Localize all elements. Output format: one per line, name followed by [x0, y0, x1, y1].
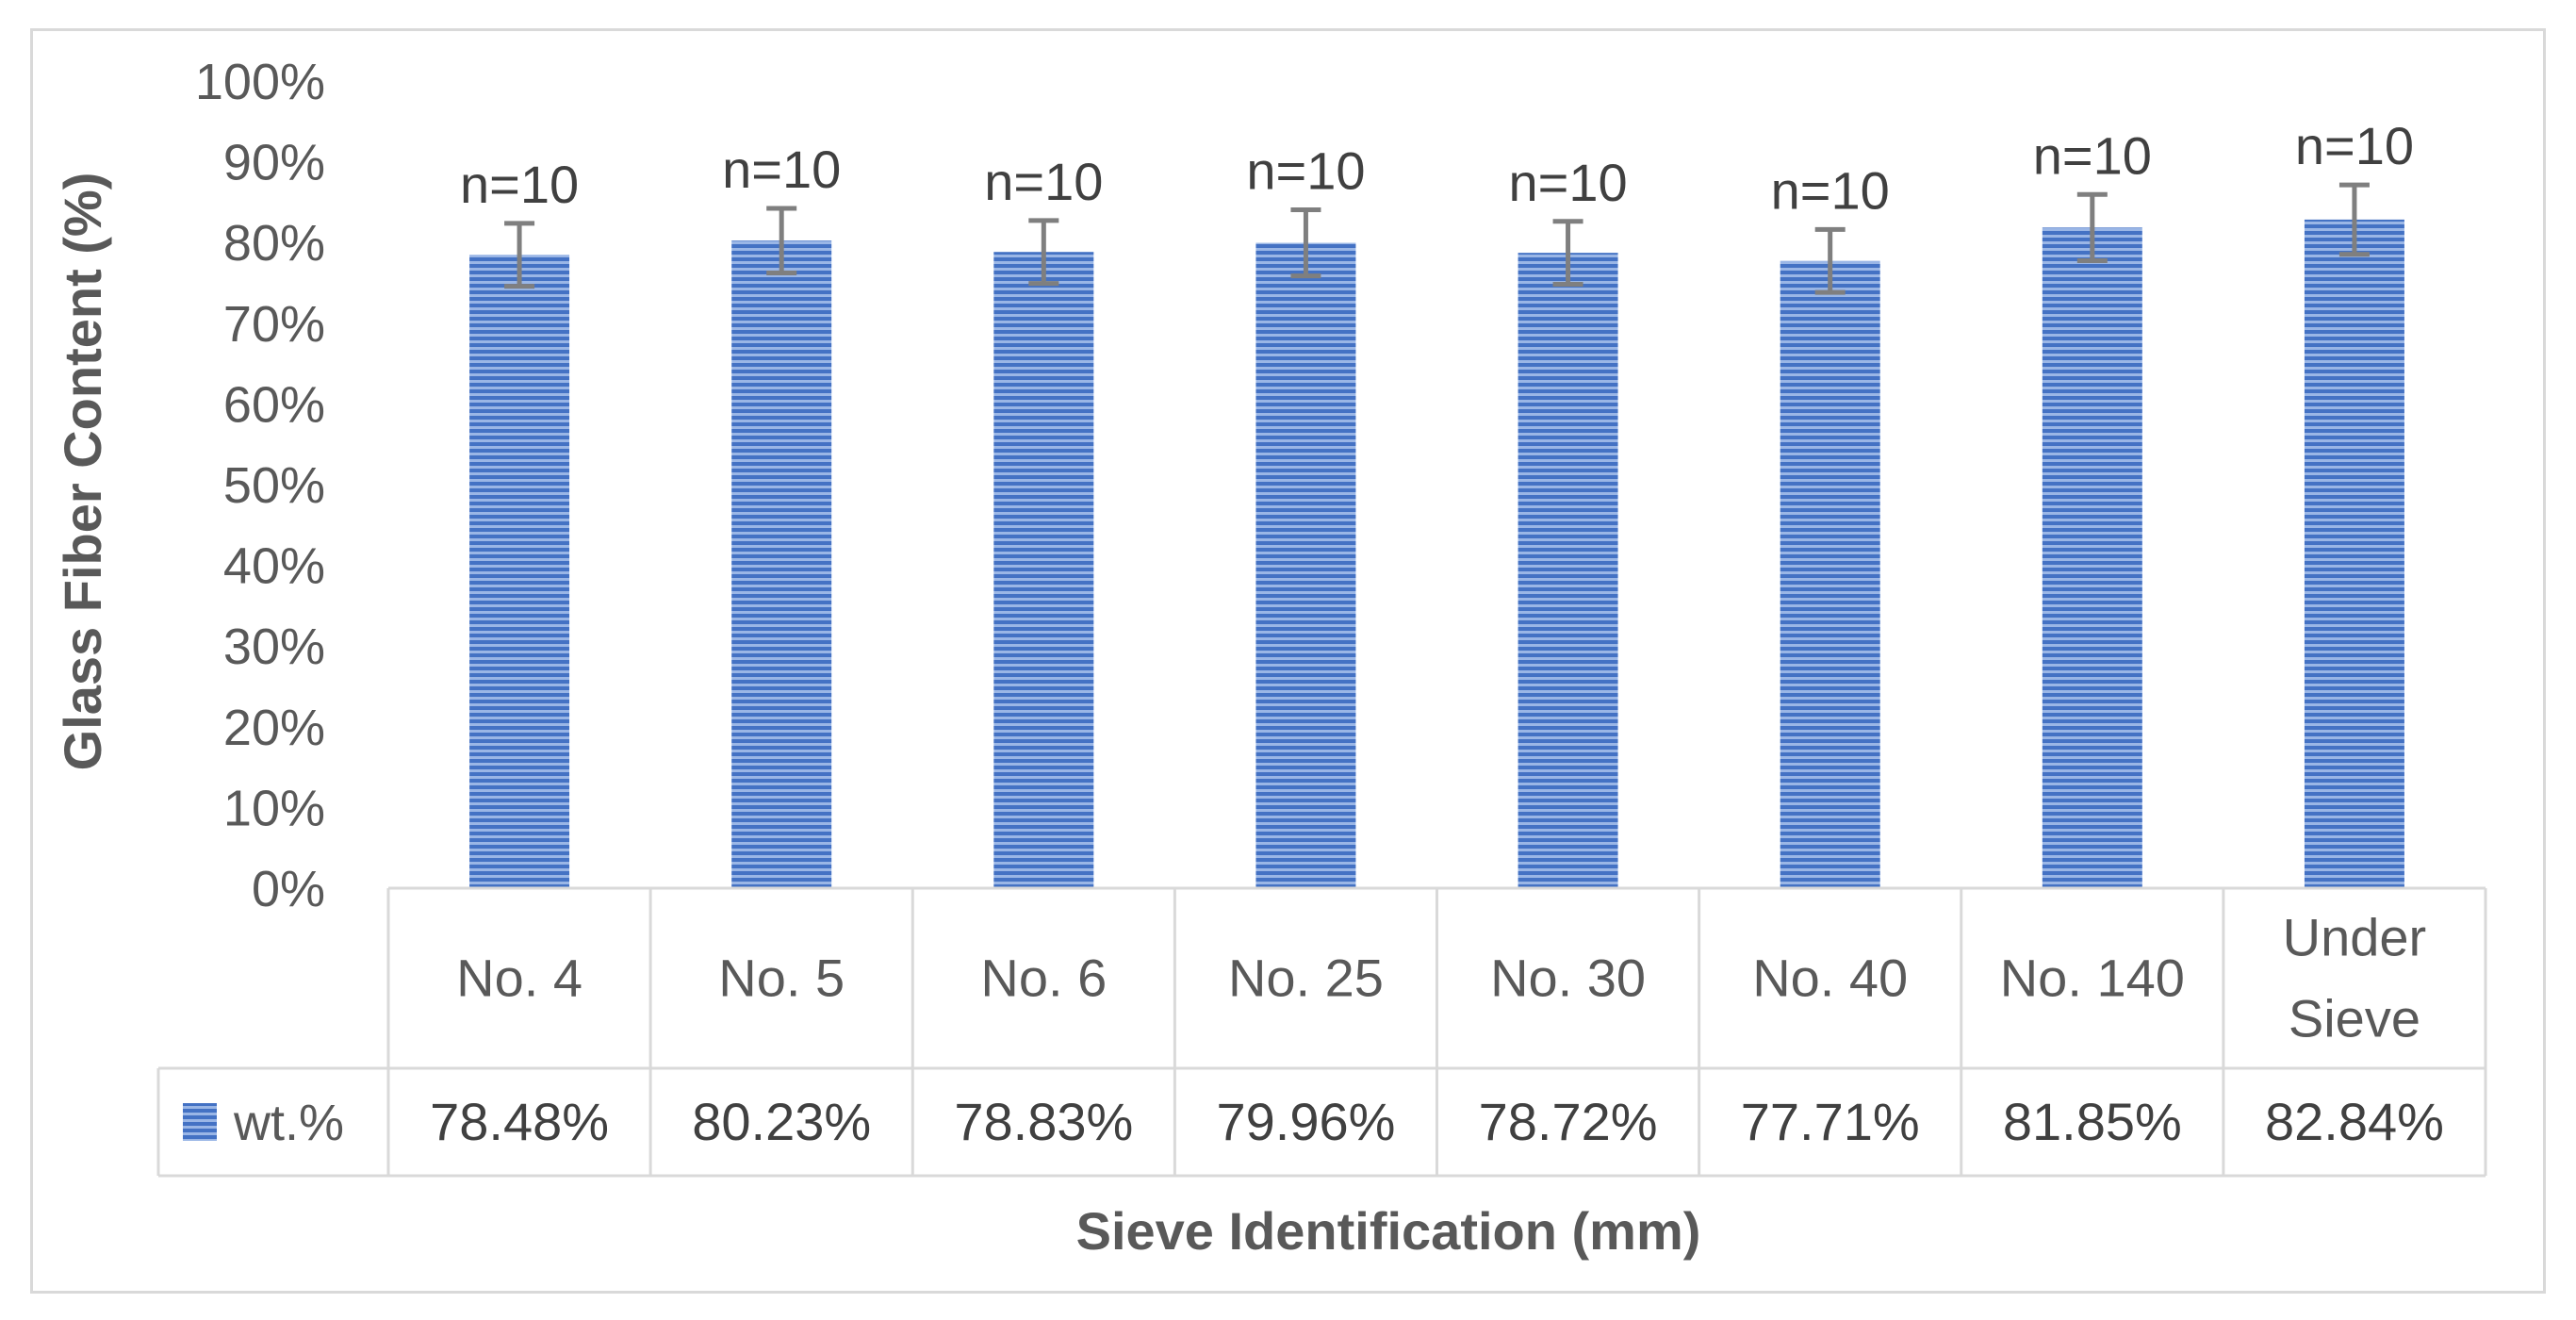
bar	[2042, 227, 2142, 888]
bar	[469, 255, 570, 889]
y-tick-label: 80%	[223, 215, 325, 272]
sample-size-label: n=10	[2295, 116, 2414, 175]
bar	[1255, 242, 1356, 889]
sample-size-label: n=10	[1246, 140, 1365, 200]
y-tick-label: 70%	[223, 296, 325, 353]
sample-size-label: n=10	[722, 140, 841, 199]
data-table-value: 78.83%	[954, 1092, 1133, 1151]
y-tick-label: 0%	[252, 861, 325, 917]
category-label: No. 25	[1228, 949, 1384, 1008]
y-tick-label: 20%	[223, 700, 325, 756]
bar	[1780, 260, 1880, 889]
legend-swatch	[183, 1103, 217, 1141]
data-table-value: 78.72%	[1479, 1092, 1658, 1151]
category-label: No. 6	[980, 949, 1107, 1008]
sample-size-label: n=10	[1508, 153, 1627, 212]
sample-size-label: n=10	[984, 152, 1103, 211]
legend-label: wt.%	[233, 1095, 344, 1151]
error-bar	[1814, 226, 1846, 295]
bar	[993, 252, 1094, 888]
x-axis-label: Sieve Identification (mm)	[1076, 1201, 1701, 1261]
data-table-value: 81.85%	[2003, 1092, 2182, 1151]
bar	[1518, 253, 1618, 888]
data-table-value: 80.23%	[692, 1092, 871, 1151]
y-axis-label: Glass Fiber Content (%)	[53, 173, 112, 771]
data-table-value: 79.96%	[1216, 1092, 1395, 1151]
data-table-value: 77.71%	[1741, 1092, 1920, 1151]
error-bar	[504, 221, 535, 289]
y-tick-label: 100%	[195, 54, 325, 110]
error-bar	[766, 206, 797, 275]
category-label: No. 4	[456, 949, 582, 1008]
y-tick-label: 30%	[223, 619, 325, 675]
sample-size-label: n=10	[2033, 125, 2152, 185]
bar	[731, 240, 832, 888]
y-tick-label: 60%	[223, 376, 325, 433]
error-bar	[1028, 218, 1059, 287]
data-table-value: 82.84%	[2265, 1092, 2444, 1151]
category-label: No. 30	[1490, 949, 1646, 1008]
sample-size-label: n=10	[1771, 160, 1890, 220]
y-tick-label: 90%	[223, 135, 325, 191]
error-bar	[2076, 191, 2108, 263]
sample-size-label: n=10	[460, 155, 579, 214]
category-label: Under Sieve	[2283, 908, 2427, 1048]
error-bar	[1552, 219, 1583, 288]
y-tick-label: 40%	[223, 538, 325, 595]
y-tick-label: 10%	[223, 780, 325, 836]
error-bar	[2338, 182, 2370, 257]
error-bar	[1290, 206, 1321, 279]
data-table-value: 78.48%	[430, 1092, 609, 1151]
category-label: No. 5	[718, 949, 845, 1008]
y-tick-label: 50%	[223, 457, 325, 514]
category-label: No. 40	[1752, 949, 1908, 1008]
bar	[2304, 219, 2404, 889]
chart-frame	[30, 28, 2546, 1294]
category-label: No. 140	[2000, 949, 2185, 1008]
